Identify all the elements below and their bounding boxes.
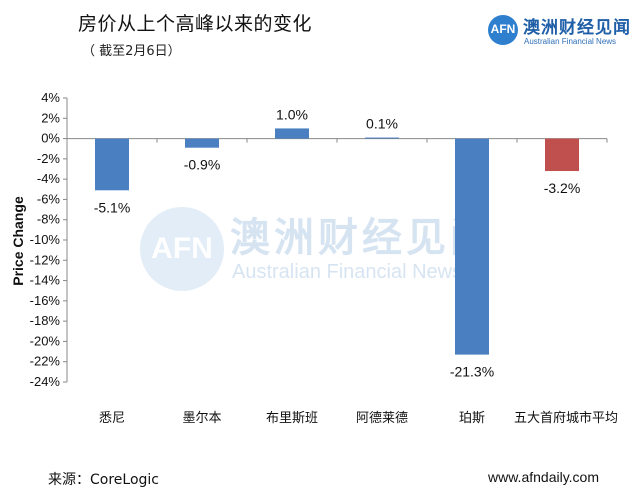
category-label: 五大首府城市平均 [514,410,618,426]
website-url[interactable]: www.afndaily.com [488,469,600,485]
data-label: -21.3% [450,364,494,380]
afn-logo: AFN 澳洲财经见闻 Australian Financial News [488,13,631,49]
bar-2 [185,138,219,148]
watermark-logo-icon [140,207,224,291]
watermark-name-en: Australian Financial News [232,261,463,283]
category-label: 悉尼 [99,411,125,426]
watermark-name-cn: 澳洲财经见闻 [230,215,494,261]
chart-subtitle: （ 截至2月6日） [82,44,181,59]
bar-3 [275,128,309,139]
source-note: 来源：CoreLogic [48,472,159,488]
afn-logo-name-en: Australian Financial News [524,37,617,46]
bar-6 [545,138,579,172]
y-tick-label: -4% [37,171,61,186]
bar-4 [365,137,399,139]
data-label: -3.2% [544,180,581,196]
bar-1 [95,138,129,191]
y-tick-label: -8% [37,212,61,227]
afn-logo-name-cn: 澳洲财经见闻 [523,18,631,38]
y-tick-label: -6% [37,191,61,206]
data-label: 1.0% [276,106,308,122]
chart-title: 房价从上个高峰以来的变化 [78,13,313,35]
category-label: 布里斯班 [266,411,318,426]
data-label: -0.9% [184,157,221,173]
data-label: -5.1% [94,199,131,215]
y-tick-label: -24% [30,374,61,389]
category-label: 阿德莱德 [356,411,408,426]
y-tick-label: 2% [41,110,60,125]
y-tick-label: 4% [41,90,60,105]
y-tick-label: -16% [30,293,61,308]
y-tick-label: -2% [37,151,61,166]
y-tick-label: -22% [30,354,61,369]
afn-logo-mark: AFN [490,22,516,36]
category-label: 墨尔本 [182,411,221,426]
y-tick-label: 0% [41,131,60,146]
category-label: 珀斯 [459,411,485,426]
watermark: AFN 澳洲财经见闻 Australian Financial News [140,205,520,295]
y-tick-label: -18% [30,313,61,328]
data-label: 0.1% [366,116,398,132]
y-tick-label: -12% [30,252,61,267]
bar-5 [455,138,489,355]
watermark-mark: AFN [151,232,213,265]
y-tick-label: -10% [30,232,61,247]
y-tick-label: -20% [30,333,61,348]
afn-logo-icon [488,15,518,45]
y-tick-label: -14% [30,273,61,288]
